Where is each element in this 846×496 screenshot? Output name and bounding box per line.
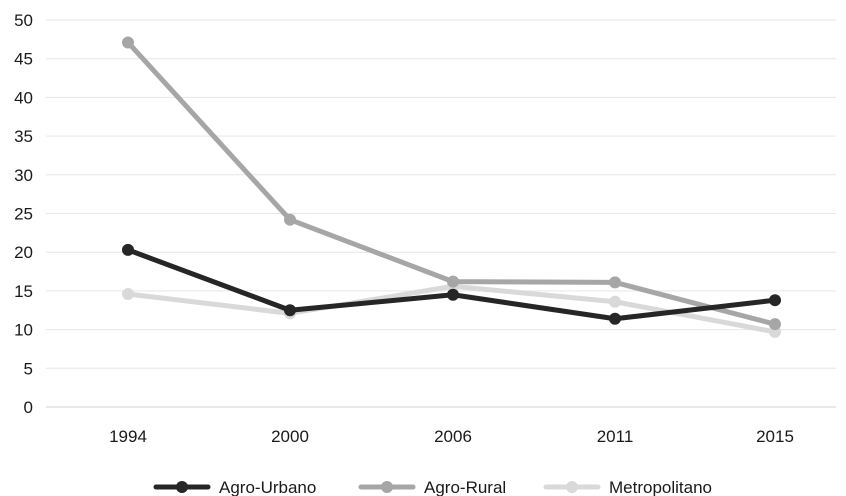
y-tick-label: 25 (14, 205, 33, 224)
x-tick-label: 2000 (271, 427, 309, 446)
legend-label: Agro-Urbano (219, 478, 316, 496)
y-axis: 0 5 10 15 20 25 30 35 40 45 50 (14, 11, 33, 417)
legend-item: Agro-Rural (358, 478, 506, 496)
legend-label: Agro-Rural (424, 478, 506, 496)
legend-item: Agro-Urbano (153, 478, 316, 496)
series-lines (122, 36, 781, 338)
legend: Agro-Urbano Agro-Rural Metropolitano (153, 478, 712, 496)
data-point (122, 243, 134, 256)
data-point (609, 276, 621, 289)
legend-swatch-marker (176, 481, 188, 493)
gridlines (46, 19, 836, 408)
data-point (284, 213, 296, 226)
data-point (122, 287, 134, 300)
data-point (447, 288, 459, 301)
y-tick-label: 10 (14, 321, 33, 340)
y-tick-label: 15 (14, 282, 33, 301)
x-tick-label: 2006 (434, 427, 472, 446)
data-point (122, 36, 134, 49)
y-tick-label: 45 (14, 50, 33, 69)
data-point (284, 304, 296, 317)
x-tick-label: 1994 (109, 427, 147, 446)
data-point (609, 295, 621, 308)
data-point (609, 312, 621, 325)
legend-swatch-marker (566, 481, 578, 493)
y-tick-label: 30 (14, 166, 33, 185)
legend-label: Metropolitano (609, 478, 712, 496)
data-point (769, 294, 781, 307)
legend-swatch-marker (381, 481, 393, 493)
y-tick-label: 5 (24, 359, 33, 378)
y-tick-label: 40 (14, 88, 33, 107)
y-tick-label: 0 (24, 398, 33, 417)
x-tick-label: 2011 (597, 427, 634, 446)
x-tick-label: 2015 (756, 427, 794, 446)
data-point (769, 318, 781, 331)
y-tick-label: 35 (14, 127, 33, 146)
y-tick-label: 20 (14, 243, 33, 262)
data-point (447, 275, 459, 288)
series-agro-urbano (122, 243, 781, 325)
legend-item: Metropolitano (543, 478, 712, 496)
x-axis: 1994 2000 2006 2011 2015 (109, 427, 794, 446)
y-tick-label: 50 (14, 11, 33, 30)
series-agro-rural (122, 36, 781, 331)
